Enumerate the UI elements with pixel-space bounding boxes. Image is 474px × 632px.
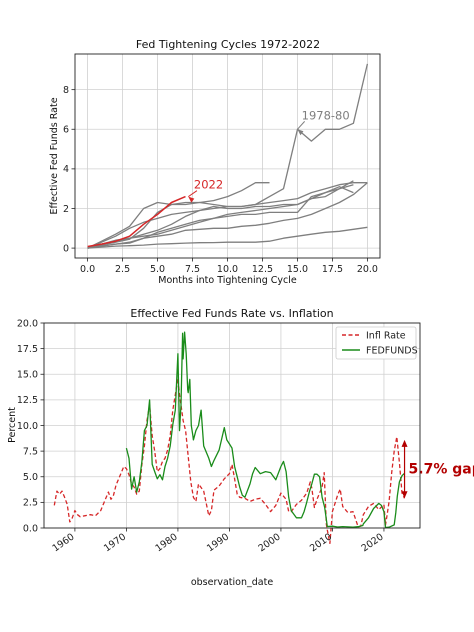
tick-label-y: 17.5 <box>17 344 38 355</box>
tick-label-x: 1980 <box>154 531 180 554</box>
gap-arrowhead-down <box>401 491 408 499</box>
chart-bottom-series <box>53 331 406 545</box>
tick-label-x: 10.0 <box>217 264 238 275</box>
annotation-arrow-line <box>188 190 198 198</box>
tick-label-x: 2000 <box>257 531 283 554</box>
tick-label-x: 1970 <box>102 531 128 554</box>
annotation-2022: 2022 <box>194 178 223 192</box>
chart-top-title: Fed Tightening Cycles 1972-2022 <box>136 38 320 51</box>
tick-label-x: 1960 <box>51 531 77 554</box>
tick-label-y: 10.0 <box>17 421 38 432</box>
chart-bottom-annotations: 5.7% gap! <box>401 439 474 499</box>
series-line-0-8 <box>87 195 186 248</box>
series-line-infl-rate <box>53 377 406 545</box>
chart-top-grid <box>75 54 380 258</box>
gap-arrowhead-up <box>401 439 408 447</box>
tick-label-x: 7.5 <box>185 264 200 275</box>
chart-bottom-grid <box>44 322 420 529</box>
annotation-arrow-line <box>297 121 306 130</box>
tick-label-y: 15.0 <box>17 370 38 381</box>
chart-top-ticks: 0.0 2.5 5.0 7.5 10.0 12.5 15.0 17.5 20.0 0 2 4 6 8 <box>63 85 378 275</box>
tick-label-y: 20.0 <box>17 318 38 329</box>
tick-label-x: 2010 <box>308 531 334 554</box>
tick-label-y: 5.0 <box>23 472 38 483</box>
annotation-1978-80: 1978-80 <box>302 108 350 122</box>
chart-top: Fed Tightening Cycles 1972-2022 1978-80 … <box>49 38 381 286</box>
tick-label-x: 17.5 <box>322 264 343 275</box>
tick-label-y: 2 <box>63 204 69 215</box>
tick-label-x: 2020 <box>360 531 386 554</box>
series-line-0-2 <box>87 182 368 249</box>
legend-label-infl: Infl Rate <box>366 331 406 342</box>
chart-bottom: Effective Fed Funds Rate vs. Inflation 5… <box>7 307 474 588</box>
tick-label-y: 0 <box>63 243 69 254</box>
chart-top-xlabel: Months into Tightening Cycle <box>158 275 297 286</box>
tick-label-y: 4 <box>63 164 69 175</box>
chart-top-series <box>87 63 369 249</box>
legend-label-fedfunds: FEDFUNDS <box>366 346 418 357</box>
chart-bottom-ylabel: Percent <box>7 407 18 443</box>
tick-label-y: 6 <box>63 125 69 136</box>
tick-label-x: 5.0 <box>150 264 165 275</box>
chart-bottom-title: Effective Fed Funds Rate vs. Inflation <box>130 307 333 320</box>
annotation-gap: 5.7% gap! <box>409 462 474 478</box>
series-line-0-6 <box>87 182 368 249</box>
chart-bottom-xlabel: observation_date <box>191 577 274 588</box>
chart-top-ylabel: Effective Fed Funds Rate <box>49 97 60 214</box>
tick-label-x: 15.0 <box>287 264 308 275</box>
tick-label-y: 7.5 <box>23 446 38 457</box>
series-line-0-7 <box>87 226 368 249</box>
series-line-fedfunds <box>125 331 405 529</box>
legend: Infl Rate FEDFUNDS <box>335 326 418 360</box>
annotation-arrowhead <box>188 196 195 203</box>
tick-label-y: 12.5 <box>17 395 38 406</box>
series-line-0-5 <box>87 184 354 249</box>
tick-label-y: 2.5 <box>23 498 38 509</box>
series-line-0-1 <box>87 182 270 249</box>
tick-label-x: 1990 <box>205 531 231 554</box>
tick-label-x: 0.0 <box>80 264 95 275</box>
chart-top-annotations: 1978-80 2022 <box>188 108 350 203</box>
tick-label-x: 12.5 <box>252 264 273 275</box>
tick-label-y: 0.0 <box>23 523 38 534</box>
tick-label-x: 20.0 <box>357 264 378 275</box>
chart-bottom-ticks: 1960 1970 1980 1990 2000 2010 2020 0.0 2.5 5.0 7.5… <box>17 318 386 554</box>
tick-label-x: 2.5 <box>115 264 130 275</box>
annotation-arrowhead <box>297 129 304 136</box>
tick-label-y: 8 <box>63 85 69 96</box>
